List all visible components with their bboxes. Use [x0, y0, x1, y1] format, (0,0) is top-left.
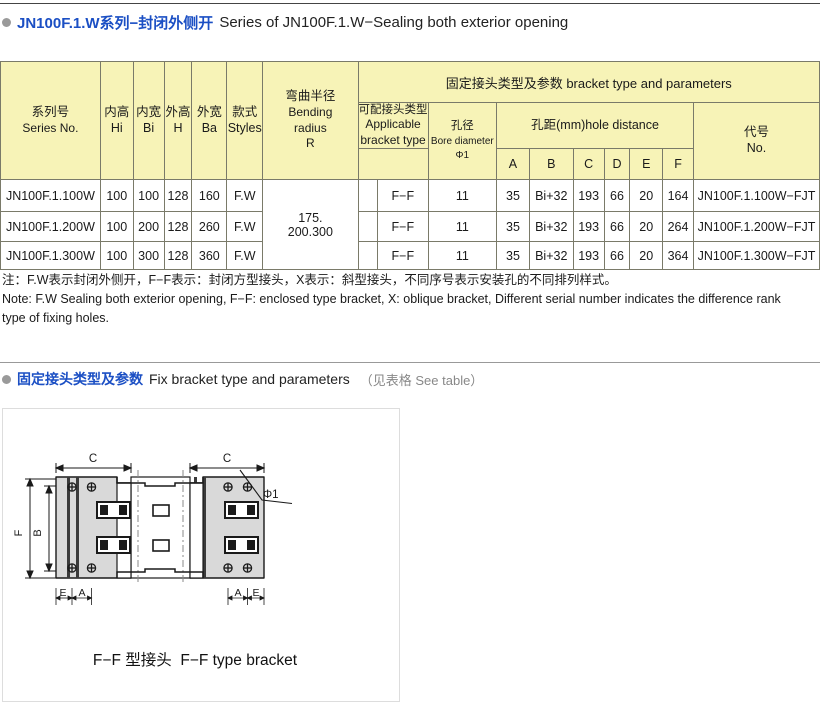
svg-text:B: B: [32, 529, 44, 536]
svg-text:Φ1: Φ1: [263, 489, 279, 501]
svg-text:E: E: [252, 587, 259, 599]
svg-text:C: C: [89, 453, 97, 465]
svg-text:E: E: [59, 587, 66, 599]
svg-text:A: A: [234, 587, 241, 599]
svg-text:F: F: [13, 529, 25, 536]
svg-text:C: C: [223, 453, 231, 465]
svg-text:A: A: [78, 587, 85, 599]
